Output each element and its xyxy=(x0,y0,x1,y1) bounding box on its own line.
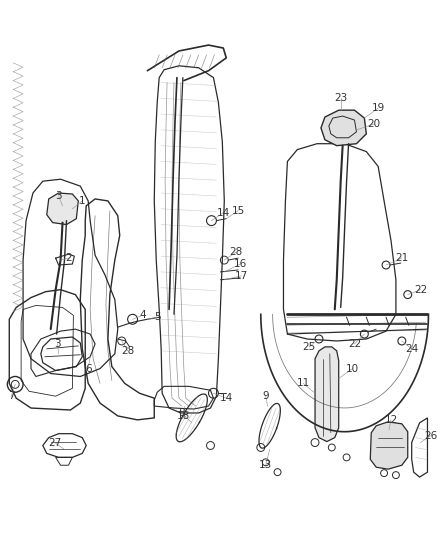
Text: 19: 19 xyxy=(371,103,385,113)
Text: 28: 28 xyxy=(230,247,243,257)
Polygon shape xyxy=(47,193,78,224)
Text: 14: 14 xyxy=(217,208,230,218)
Text: 7: 7 xyxy=(8,391,14,401)
Text: 5: 5 xyxy=(154,312,161,322)
Text: 25: 25 xyxy=(303,342,316,352)
Text: 2: 2 xyxy=(65,253,72,263)
Polygon shape xyxy=(321,110,366,146)
Polygon shape xyxy=(315,347,339,441)
Text: 20: 20 xyxy=(367,119,381,129)
Text: 11: 11 xyxy=(297,378,310,389)
Text: 12: 12 xyxy=(385,415,398,425)
Text: 27: 27 xyxy=(48,438,61,448)
Text: 1: 1 xyxy=(79,196,85,206)
Text: 3: 3 xyxy=(54,339,61,349)
Text: 22: 22 xyxy=(414,285,427,295)
Text: 22: 22 xyxy=(348,339,361,349)
Text: 26: 26 xyxy=(424,431,437,441)
Polygon shape xyxy=(370,422,408,469)
Text: 24: 24 xyxy=(405,344,418,354)
Text: 10: 10 xyxy=(346,364,359,374)
Text: 15: 15 xyxy=(231,206,245,216)
Text: 6: 6 xyxy=(85,364,92,374)
Text: 4: 4 xyxy=(139,310,146,320)
Text: 18: 18 xyxy=(177,411,191,421)
Text: 3: 3 xyxy=(55,191,62,201)
Text: 13: 13 xyxy=(259,460,272,470)
Text: 16: 16 xyxy=(233,259,247,269)
Text: 14: 14 xyxy=(219,393,233,403)
Text: 28: 28 xyxy=(121,346,134,356)
Text: 21: 21 xyxy=(395,253,409,263)
Text: 8: 8 xyxy=(179,408,185,418)
Text: 23: 23 xyxy=(334,93,347,103)
Text: 17: 17 xyxy=(234,271,247,281)
Text: 9: 9 xyxy=(262,391,269,401)
